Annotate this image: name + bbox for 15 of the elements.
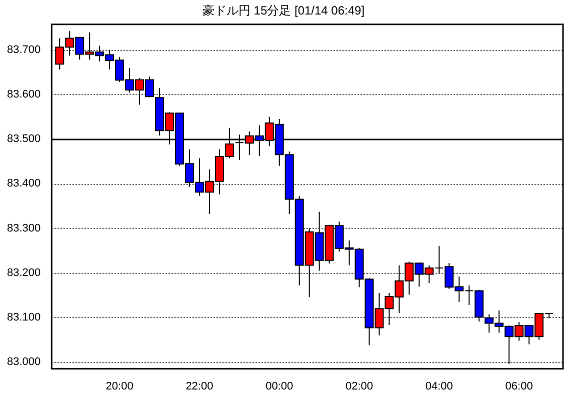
x-tick-label: 20:00 xyxy=(106,380,134,392)
x-tick-label: 00:00 xyxy=(266,380,294,392)
y-tick-label: 83.200 xyxy=(6,266,41,279)
y-tick-label: 83.300 xyxy=(6,222,41,234)
y-tick-label: 83.700 xyxy=(6,44,41,56)
x-tick-label: 04:00 xyxy=(425,380,453,392)
chart-title: 豪ドル円 15分足 [01/14 06:49] xyxy=(202,4,365,18)
x-tick-label: 02:00 xyxy=(345,380,374,392)
x-tick-label: 22:00 xyxy=(186,380,214,392)
y-tick-label: 83.600 xyxy=(6,88,41,100)
y-tick-label: 83.000 xyxy=(6,356,41,368)
x-tick-label: 06:00 xyxy=(505,380,533,392)
y-tick-label: 83.100 xyxy=(6,312,41,324)
y-tick-label: 83.500 xyxy=(6,133,41,146)
y-tick-label: 83.400 xyxy=(6,178,41,190)
